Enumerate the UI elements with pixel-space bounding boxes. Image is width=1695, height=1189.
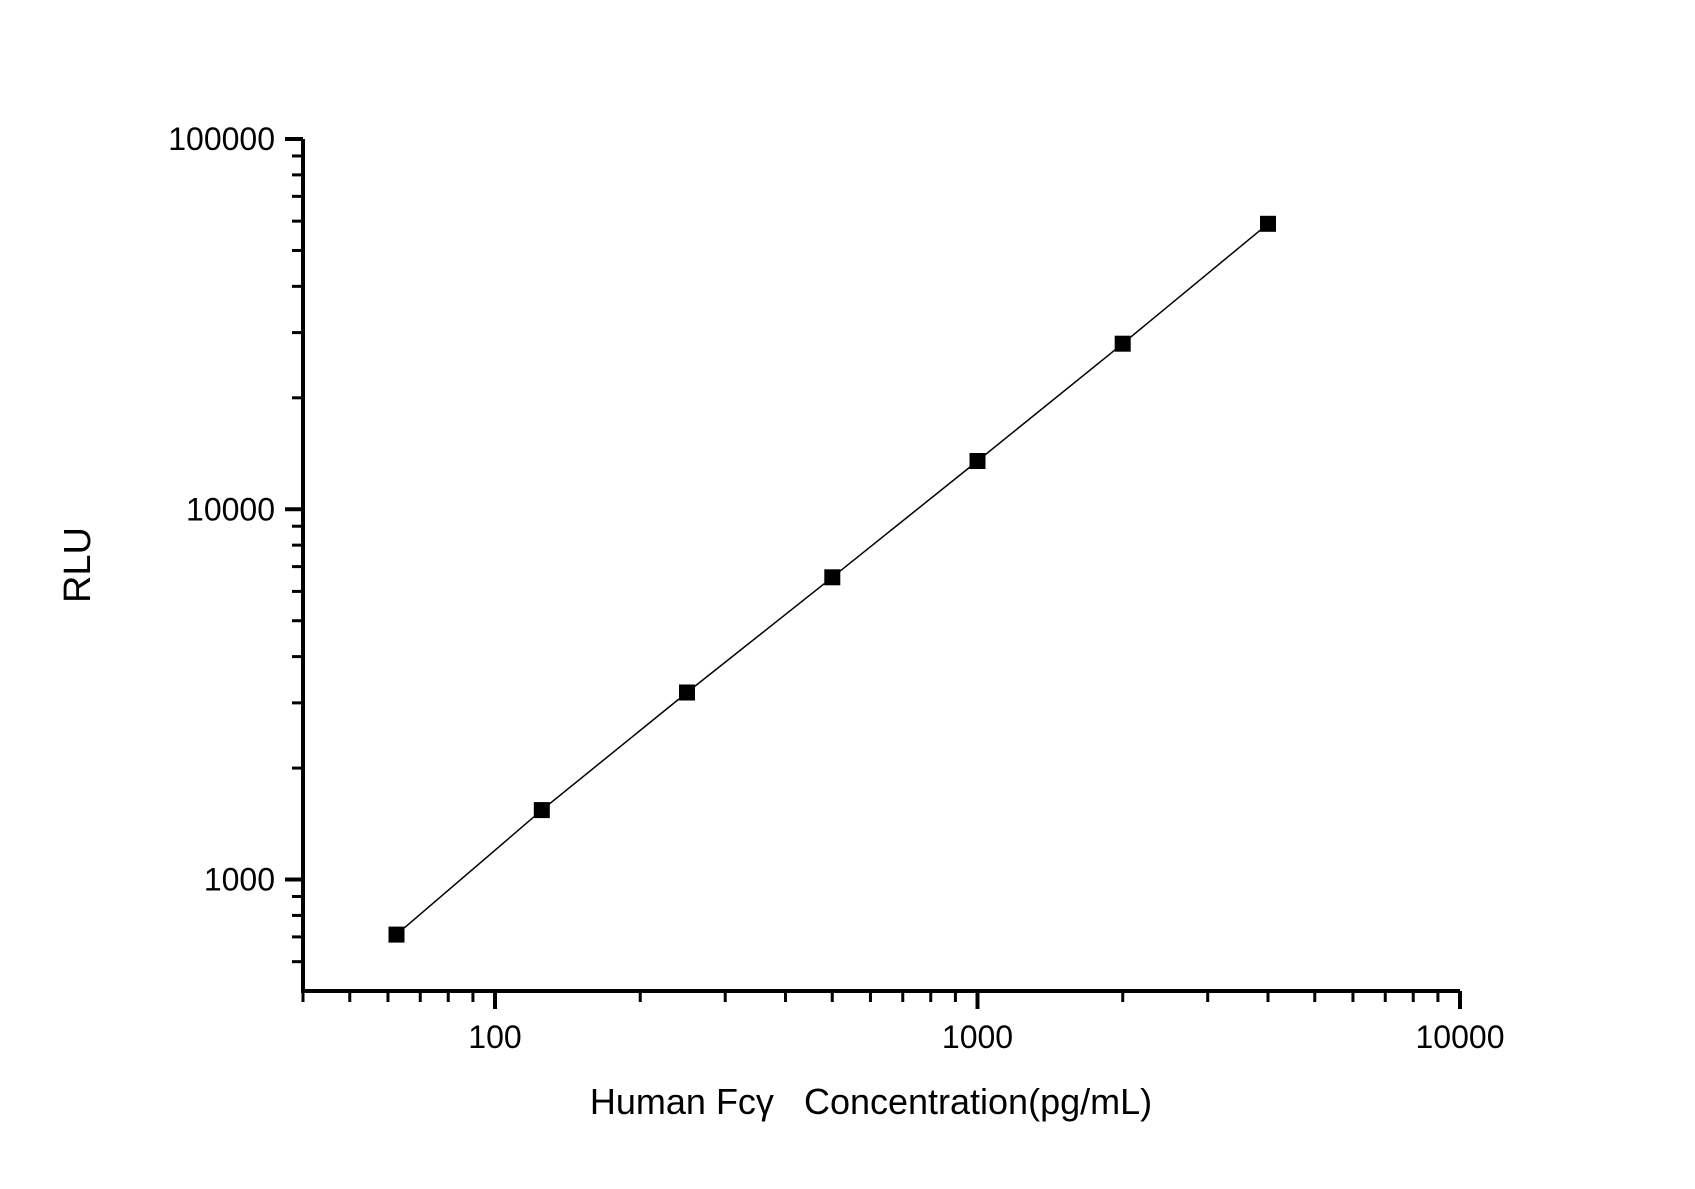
y-axis-title: RLU — [57, 527, 99, 603]
axes-layer: 100 1000 10000 1000 10000 100000 — [168, 121, 1504, 1055]
x-tick-label: 100 — [468, 1019, 521, 1055]
y-tick-label: 1000 — [204, 862, 275, 898]
x-tick-label: 10000 — [1416, 1019, 1505, 1055]
x-axis-title: Human Fcγ Concentration(pg/mL) — [590, 1081, 1152, 1122]
x-tick-label: 1000 — [942, 1019, 1013, 1055]
data-point-marker — [679, 684, 695, 701]
data-point-marker — [824, 569, 841, 586]
data-point-marker — [388, 926, 405, 943]
data-point-marker — [533, 802, 550, 819]
y-tick-label: 100000 — [168, 121, 275, 157]
series-layer — [388, 215, 1276, 943]
y-tick-label: 10000 — [186, 491, 275, 527]
data-point-marker — [969, 453, 986, 469]
data-point-marker — [1114, 335, 1131, 352]
data-point-marker — [1260, 215, 1276, 232]
